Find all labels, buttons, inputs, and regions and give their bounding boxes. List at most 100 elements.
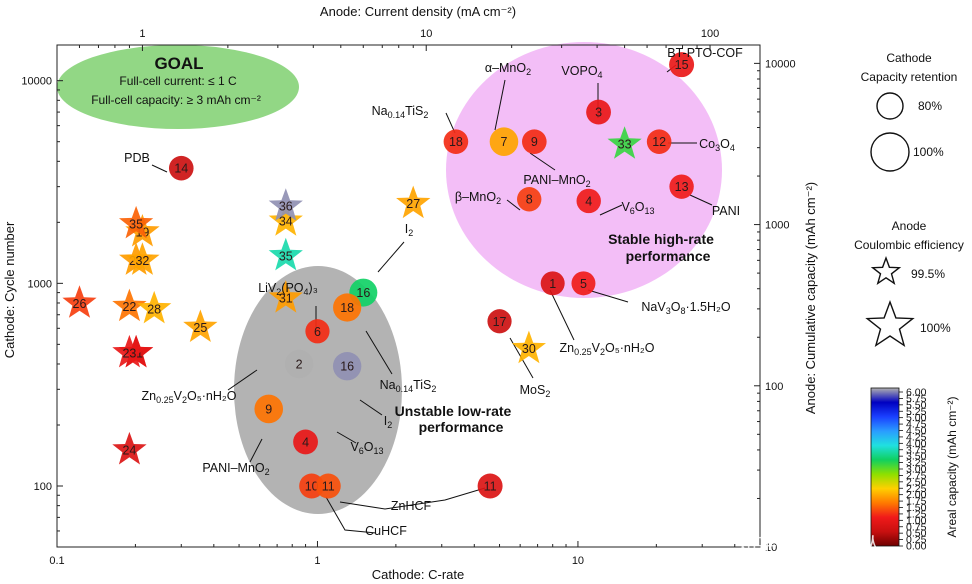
leader-v6o13-bottom [336, 431, 357, 444]
colorbar-tick-label: 6.00 [906, 387, 927, 399]
watermark: 知乎 @能源学人 [737, 534, 883, 557]
y-right-tick-label: 100 [765, 381, 783, 393]
cathode-point: 8 [517, 187, 542, 212]
label-text: I [384, 414, 387, 428]
anode-point-label: 35 [129, 217, 143, 231]
anode-star [396, 185, 431, 219]
legend-anode-subtitle: Coulombic efficiency [854, 238, 964, 252]
cathode-circle [669, 174, 694, 199]
colorbar-tick-label: 0.25 [906, 534, 927, 546]
cathode-circle [477, 473, 503, 499]
anode-point-label: 26 [73, 297, 87, 311]
colorbar: 0.000.250.500.751.001.251.501.752.002.25… [870, 387, 959, 553]
material-label: LiV2(PO4)₃ [258, 281, 318, 297]
label-text: V [350, 440, 359, 454]
anode-point: 35 [268, 237, 303, 271]
cathode-point-label: 3 [595, 106, 602, 120]
label-subscript: 2 [545, 389, 550, 399]
anode-point-label: 31 [279, 292, 293, 306]
cathode-point: 6 [305, 319, 330, 344]
anode-point-label: 33 [618, 138, 632, 152]
cathode-point: 18 [443, 129, 469, 154]
material-label: V6O13 [621, 200, 654, 216]
cathode-point: 13 [669, 174, 694, 199]
cathode-point: 18 [333, 293, 362, 322]
cathode-point: 5 [571, 271, 596, 296]
label-text: Na [380, 378, 396, 392]
anode-point: 24 [112, 431, 147, 465]
cathode-point-label: 9 [265, 402, 272, 416]
label-text: Na [372, 104, 388, 118]
label-subscript: 6 [359, 446, 364, 456]
material-label: Zn0.25V2O₅·nH₂O [560, 341, 655, 357]
legend-anode-small-label: 99.5% [911, 267, 945, 281]
colorbar-tick-label: 5.00 [906, 412, 927, 424]
cathode-circle [517, 187, 542, 212]
colorbar-tick-label: 0.50 [906, 528, 927, 540]
label-text: α–MnO [485, 61, 527, 75]
cathode-point: 15 [669, 52, 695, 78]
label-text: O [720, 137, 730, 151]
anode-point-label: 28 [147, 302, 161, 316]
x-top-tick-label: 10 [420, 28, 432, 40]
cathode-circle [305, 319, 330, 344]
label-subscript: 2 [182, 395, 187, 405]
goal-title: GOAL [154, 54, 203, 73]
legend-cathode-small-circle [876, 92, 904, 120]
x-bottom-axis-title: Cathode: C-rate [372, 567, 465, 582]
leader-i2-top [377, 241, 405, 273]
cathode-point-label: 14 [174, 162, 188, 176]
x-top-tick-label: 100 [701, 28, 719, 40]
label-subscript: 0.14 [388, 110, 406, 120]
unstable-label-1: Unstable low-rate [395, 403, 512, 419]
anode-points: 19202122232425262728293031323334353536 [62, 126, 642, 465]
leader-pani-mno2-top [529, 152, 556, 171]
cathode-circle [443, 129, 469, 154]
cathode-point-label: 5 [580, 277, 587, 291]
cathode-circle [293, 429, 318, 455]
anode-star [268, 280, 303, 313]
anode-star [125, 242, 160, 275]
cathode-point-label: 9 [531, 135, 538, 149]
cathode-circle [333, 293, 362, 322]
label-subscript: 4 [598, 70, 603, 80]
anode-star [511, 330, 546, 364]
cathode-circle [284, 349, 314, 379]
leader-zn-vo-top [549, 289, 575, 341]
unstable-region [234, 266, 402, 514]
x-bottom-tick-label: 10 [572, 555, 584, 567]
label-text: O [671, 300, 681, 314]
material-label: PANI [712, 204, 740, 218]
goal-line-2: Full-cell capacity: ≥ 3 mAh cm⁻² [91, 93, 261, 107]
colorbar-tick-label: 1.25 [906, 508, 927, 520]
y-right-tick-label: 1000 [765, 220, 789, 232]
cathode-point: 9 [522, 129, 547, 154]
region-layer [57, 42, 722, 514]
legend-anode-small-star [870, 255, 902, 285]
legend-anode-large-star [865, 299, 915, 348]
label-subscript: 13 [645, 206, 655, 216]
tick-layer: 0.1 1 10 1 10 100 100 1000 10000 10 100 1000 10000 [21, 28, 795, 567]
label-text: V [621, 200, 630, 214]
leader-cuhcf [325, 496, 377, 534]
material-label: Na0.14TiS2 [380, 378, 437, 394]
anode-star [183, 309, 218, 342]
legend-cathode-small-label: 80% [918, 99, 942, 113]
cathode-point-label: 13 [675, 180, 689, 194]
material-label: V6O13 [350, 440, 383, 456]
anode-point: 27 [396, 185, 431, 219]
material-label: Zn0.25V2O₅·nH₂O [142, 389, 237, 405]
cathode-point-label: 15 [675, 58, 689, 72]
anode-star [62, 285, 97, 318]
leader-pdb [151, 164, 168, 173]
anode-point: 35 [119, 205, 154, 239]
anode-point: 26 [62, 285, 97, 318]
label-subscript: 2 [600, 347, 605, 357]
cathode-circle [315, 473, 341, 499]
label-subscript: 4 [730, 143, 735, 153]
colorbar-tick-label: 4.25 [906, 431, 927, 443]
cathode-circle [487, 309, 512, 334]
label-text: VOPO [561, 64, 597, 78]
label-subscript: 13 [374, 446, 384, 456]
cathode-circle [254, 394, 284, 424]
